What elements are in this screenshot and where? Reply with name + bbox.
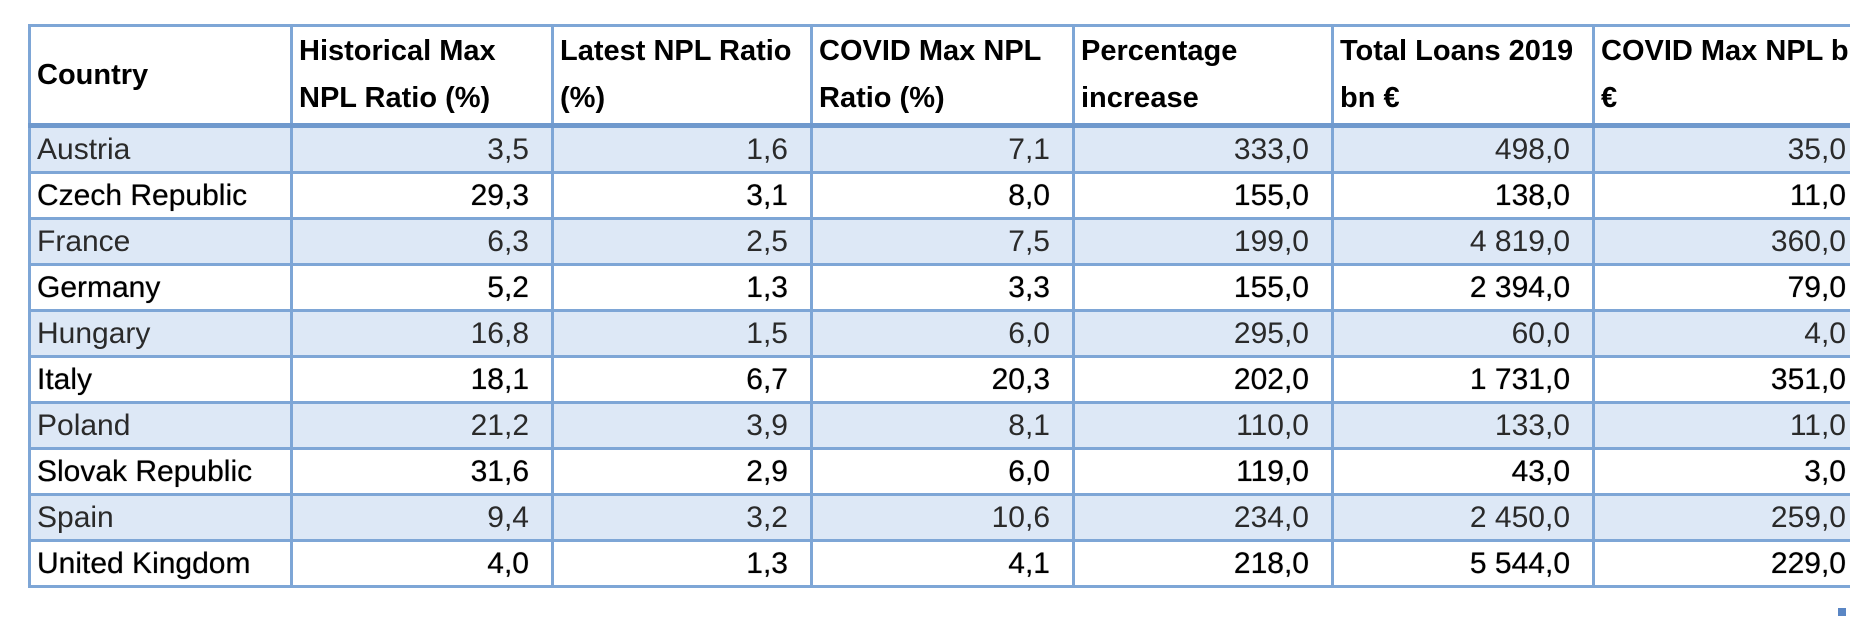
value-cell[interactable]: 3,5: [290, 124, 554, 174]
value-cell[interactable]: 1,3: [551, 539, 813, 588]
npl-table: Country Historical Max NPL Ratio (%) Lates…: [28, 24, 1850, 588]
value-cell[interactable]: 1,3: [551, 263, 813, 312]
country-cell[interactable]: Spain: [28, 493, 293, 542]
value-cell[interactable]: 8,1: [810, 401, 1075, 450]
value-cell[interactable]: 229,0: [1592, 539, 1850, 588]
value-cell[interactable]: 138,0: [1331, 171, 1595, 220]
covid-max-npl-bn-header[interactable]: COVID Max NPL bn €: [1592, 24, 1850, 127]
table-row: Italy 18,1 6,7 20,3 202,0 1 731,0 351,0: [28, 355, 1850, 404]
value-cell[interactable]: 4,0: [1592, 309, 1850, 358]
value-cell[interactable]: 35,0: [1592, 124, 1850, 174]
value-cell[interactable]: 2,5: [551, 217, 813, 266]
covid-max-npl-ratio-header[interactable]: COVID Max NPL Ratio (%): [810, 24, 1075, 127]
value-cell[interactable]: 5 544,0: [1331, 539, 1595, 588]
value-cell[interactable]: 11,0: [1592, 401, 1850, 450]
value-cell[interactable]: 234,0: [1072, 493, 1334, 542]
value-cell[interactable]: 8,0: [810, 171, 1075, 220]
country-cell[interactable]: Austria: [28, 124, 293, 174]
value-cell[interactable]: 202,0: [1072, 355, 1334, 404]
value-cell[interactable]: 218,0: [1072, 539, 1334, 588]
table-body: Austria 3,5 1,6 7,1 333,0 498,0 35,0 Czech Repu…: [28, 124, 1850, 588]
value-cell[interactable]: 110,0: [1072, 401, 1334, 450]
table-row: Hungary 16,8 1,5 6,0 295,0 60,0 4,0: [28, 309, 1850, 358]
value-cell[interactable]: 20,3: [810, 355, 1075, 404]
value-cell[interactable]: 259,0: [1592, 493, 1850, 542]
value-cell[interactable]: 360,0: [1592, 217, 1850, 266]
country-cell[interactable]: United Kingdom: [28, 539, 293, 588]
value-cell[interactable]: 6,0: [810, 309, 1075, 358]
value-cell[interactable]: 11,0: [1592, 171, 1850, 220]
spreadsheet-area: Country Historical Max NPL Ratio (%) Lates…: [28, 24, 1850, 620]
table-row: Germany 5,2 1,3 3,3 155,0 2 394,0 79,0: [28, 263, 1850, 312]
value-cell[interactable]: 60,0: [1331, 309, 1595, 358]
value-cell[interactable]: 199,0: [1072, 217, 1334, 266]
value-cell[interactable]: 9,4: [290, 493, 554, 542]
value-cell[interactable]: 4,1: [810, 539, 1075, 588]
value-cell[interactable]: 295,0: [1072, 309, 1334, 358]
value-cell[interactable]: 3,2: [551, 493, 813, 542]
value-cell[interactable]: 1 731,0: [1331, 355, 1595, 404]
value-cell[interactable]: 3,3: [810, 263, 1075, 312]
value-cell[interactable]: 2 450,0: [1331, 493, 1595, 542]
value-cell[interactable]: 4 819,0: [1331, 217, 1595, 266]
value-cell[interactable]: 333,0: [1072, 124, 1334, 174]
table-row: Slovak Republic 31,6 2,9 6,0 119,0 43,0 3,0: [28, 447, 1850, 496]
value-cell[interactable]: 29,3: [290, 171, 554, 220]
value-cell[interactable]: 79,0: [1592, 263, 1850, 312]
value-cell[interactable]: 10,6: [810, 493, 1075, 542]
country-cell[interactable]: France: [28, 217, 293, 266]
value-cell[interactable]: 6,0: [810, 447, 1075, 496]
country-cell[interactable]: Germany: [28, 263, 293, 312]
percentage-increase-header[interactable]: Percentage increase: [1072, 24, 1334, 127]
value-cell[interactable]: 21,2: [290, 401, 554, 450]
value-cell[interactable]: 351,0: [1592, 355, 1850, 404]
country-cell[interactable]: Hungary: [28, 309, 293, 358]
value-cell[interactable]: 133,0: [1331, 401, 1595, 450]
value-cell[interactable]: 7,1: [810, 124, 1075, 174]
value-cell[interactable]: 6,7: [551, 355, 813, 404]
value-cell[interactable]: 16,8: [290, 309, 554, 358]
value-cell[interactable]: 4,0: [290, 539, 554, 588]
value-cell[interactable]: 498,0: [1331, 124, 1595, 174]
value-cell[interactable]: 6,3: [290, 217, 554, 266]
table-row: Poland 21,2 3,9 8,1 110,0 133,0 11,0: [28, 401, 1850, 450]
value-cell[interactable]: 1,6: [551, 124, 813, 174]
country-cell[interactable]: Italy: [28, 355, 293, 404]
value-cell[interactable]: 5,2: [290, 263, 554, 312]
total-loans-header[interactable]: Total Loans 2019 bn €: [1331, 24, 1595, 127]
value-cell[interactable]: 3,0: [1592, 447, 1850, 496]
selection-handle[interactable]: [1838, 608, 1846, 616]
latest-npl-header[interactable]: Latest NPL Ratio (%): [551, 24, 813, 127]
table-row: United Kingdom 4,0 1,3 4,1 218,0 5 544,0 229,0: [28, 539, 1850, 588]
value-cell[interactable]: 155,0: [1072, 263, 1334, 312]
table-row: Spain 9,4 3,2 10,6 234,0 2 450,0 259,0: [28, 493, 1850, 542]
country-cell[interactable]: Poland: [28, 401, 293, 450]
table-row: Czech Republic 29,3 3,1 8,0 155,0 138,0 11,0: [28, 171, 1850, 220]
value-cell[interactable]: 2 394,0: [1331, 263, 1595, 312]
value-cell[interactable]: 3,1: [551, 171, 813, 220]
table-row: France 6,3 2,5 7,5 199,0 4 819,0 360,0: [28, 217, 1850, 266]
header-row: Country Historical Max NPL Ratio (%) Lates…: [28, 24, 1850, 127]
historical-max-npl-header[interactable]: Historical Max NPL Ratio (%): [290, 24, 554, 127]
value-cell[interactable]: 3,9: [551, 401, 813, 450]
value-cell[interactable]: 1,5: [551, 309, 813, 358]
value-cell[interactable]: 31,6: [290, 447, 554, 496]
value-cell[interactable]: 2,9: [551, 447, 813, 496]
country-header[interactable]: Country: [28, 24, 293, 127]
country-cell[interactable]: Czech Republic: [28, 171, 293, 220]
value-cell[interactable]: 155,0: [1072, 171, 1334, 220]
table-row: Austria 3,5 1,6 7,1 333,0 498,0 35,0: [28, 124, 1850, 174]
country-cell[interactable]: Slovak Republic: [28, 447, 293, 496]
value-cell[interactable]: 18,1: [290, 355, 554, 404]
value-cell[interactable]: 119,0: [1072, 447, 1334, 496]
value-cell[interactable]: 43,0: [1331, 447, 1595, 496]
value-cell[interactable]: 7,5: [810, 217, 1075, 266]
